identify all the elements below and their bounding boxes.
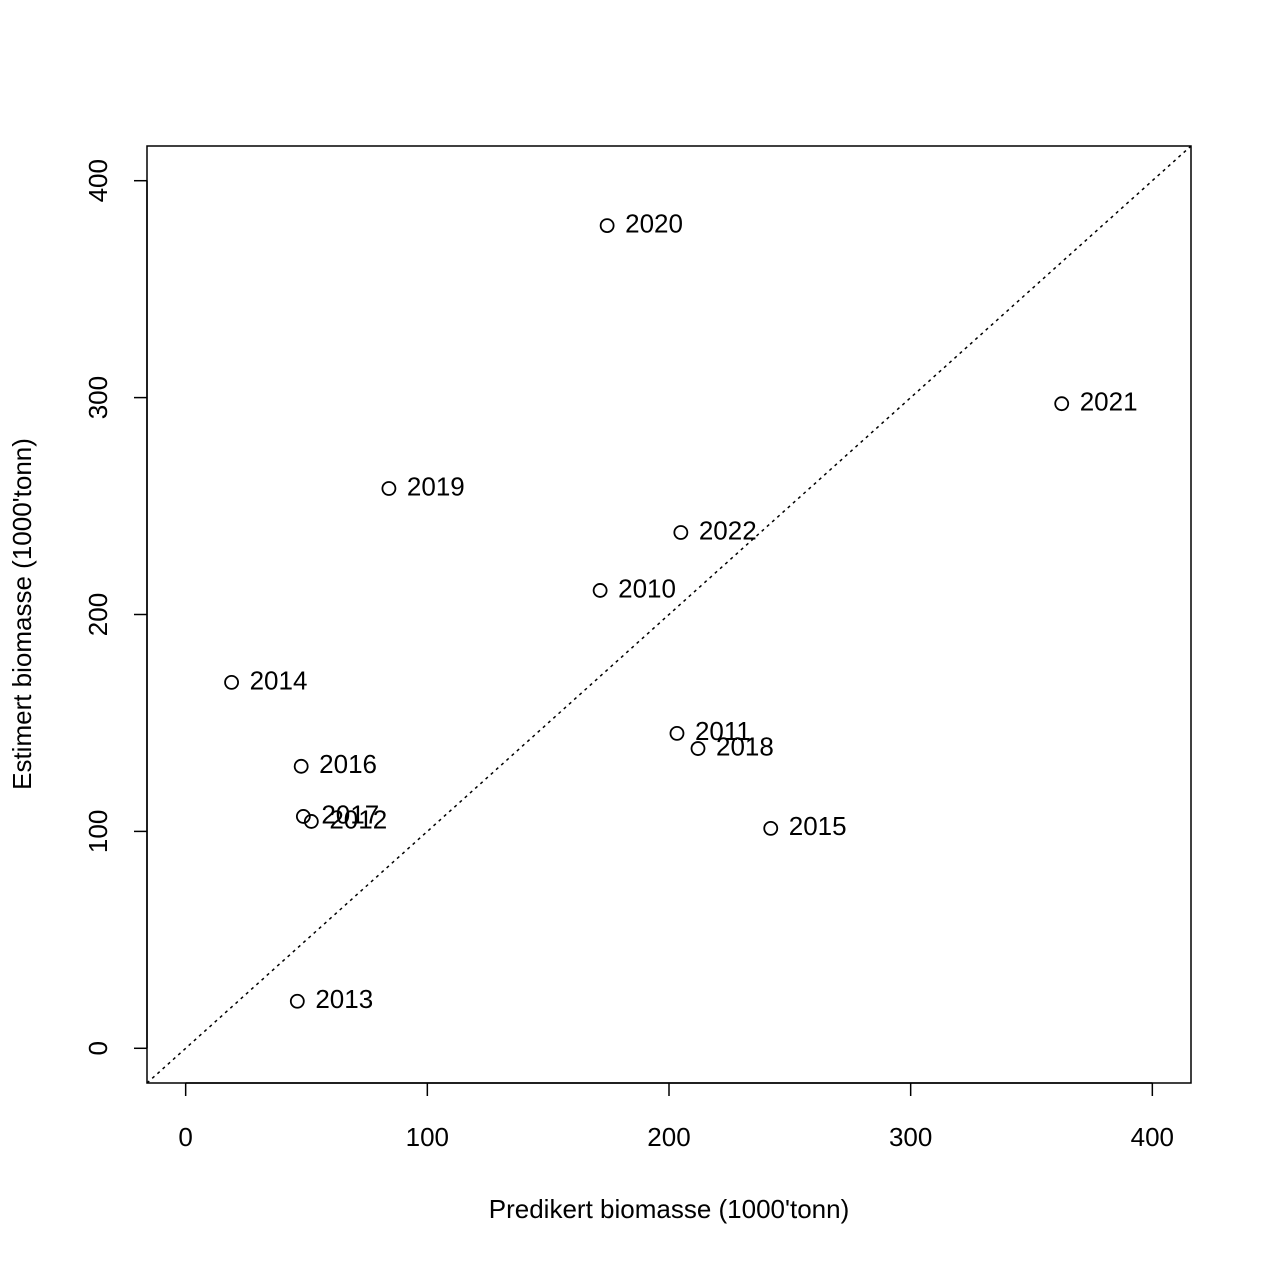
point: [381, 481, 397, 496]
y-tick-label: 300: [83, 376, 113, 419]
point: [669, 725, 685, 741]
point: [673, 525, 689, 540]
identity-line: [146, 145, 1192, 1084]
y-tick-label: 200: [83, 593, 113, 636]
y-axis-label: Estimert biomasse (1000'tonn): [7, 438, 37, 790]
point-label: 2010: [618, 573, 676, 603]
point-label: 2012: [329, 804, 387, 834]
point-label: 2022: [699, 515, 757, 545]
point-label: 2014: [250, 665, 308, 695]
point: [293, 758, 309, 774]
point-label: 2018: [716, 731, 774, 761]
point-label: 2015: [789, 811, 847, 841]
point: [690, 741, 706, 756]
point-label: 2019: [407, 471, 465, 501]
point-label: 2013: [315, 984, 373, 1014]
point: [224, 674, 239, 690]
x-tick-label: 0: [178, 1122, 192, 1152]
point-label: 2020: [625, 208, 683, 238]
x-tick-label: 300: [889, 1122, 932, 1152]
point: [303, 814, 319, 829]
point: [592, 583, 608, 598]
x-tick-label: 200: [647, 1122, 690, 1152]
y-tick-label: 0: [83, 1041, 113, 1055]
point: [289, 993, 305, 1009]
point-label: 2017: [321, 799, 379, 829]
x-axis-label: Predikert biomasse (1000'tonn): [489, 1194, 849, 1224]
point: [295, 809, 311, 824]
point: [1054, 396, 1070, 412]
point-label: 2021: [1080, 387, 1138, 417]
point: [763, 820, 779, 836]
point: [599, 218, 615, 234]
x-tick-label: 100: [406, 1122, 449, 1152]
y-tick-label: 400: [83, 159, 113, 202]
point-label: 2016: [319, 749, 377, 779]
y-tick-label: 100: [83, 810, 113, 853]
point-label: 2011: [695, 716, 751, 746]
x-tick-label: 400: [1131, 1122, 1174, 1152]
